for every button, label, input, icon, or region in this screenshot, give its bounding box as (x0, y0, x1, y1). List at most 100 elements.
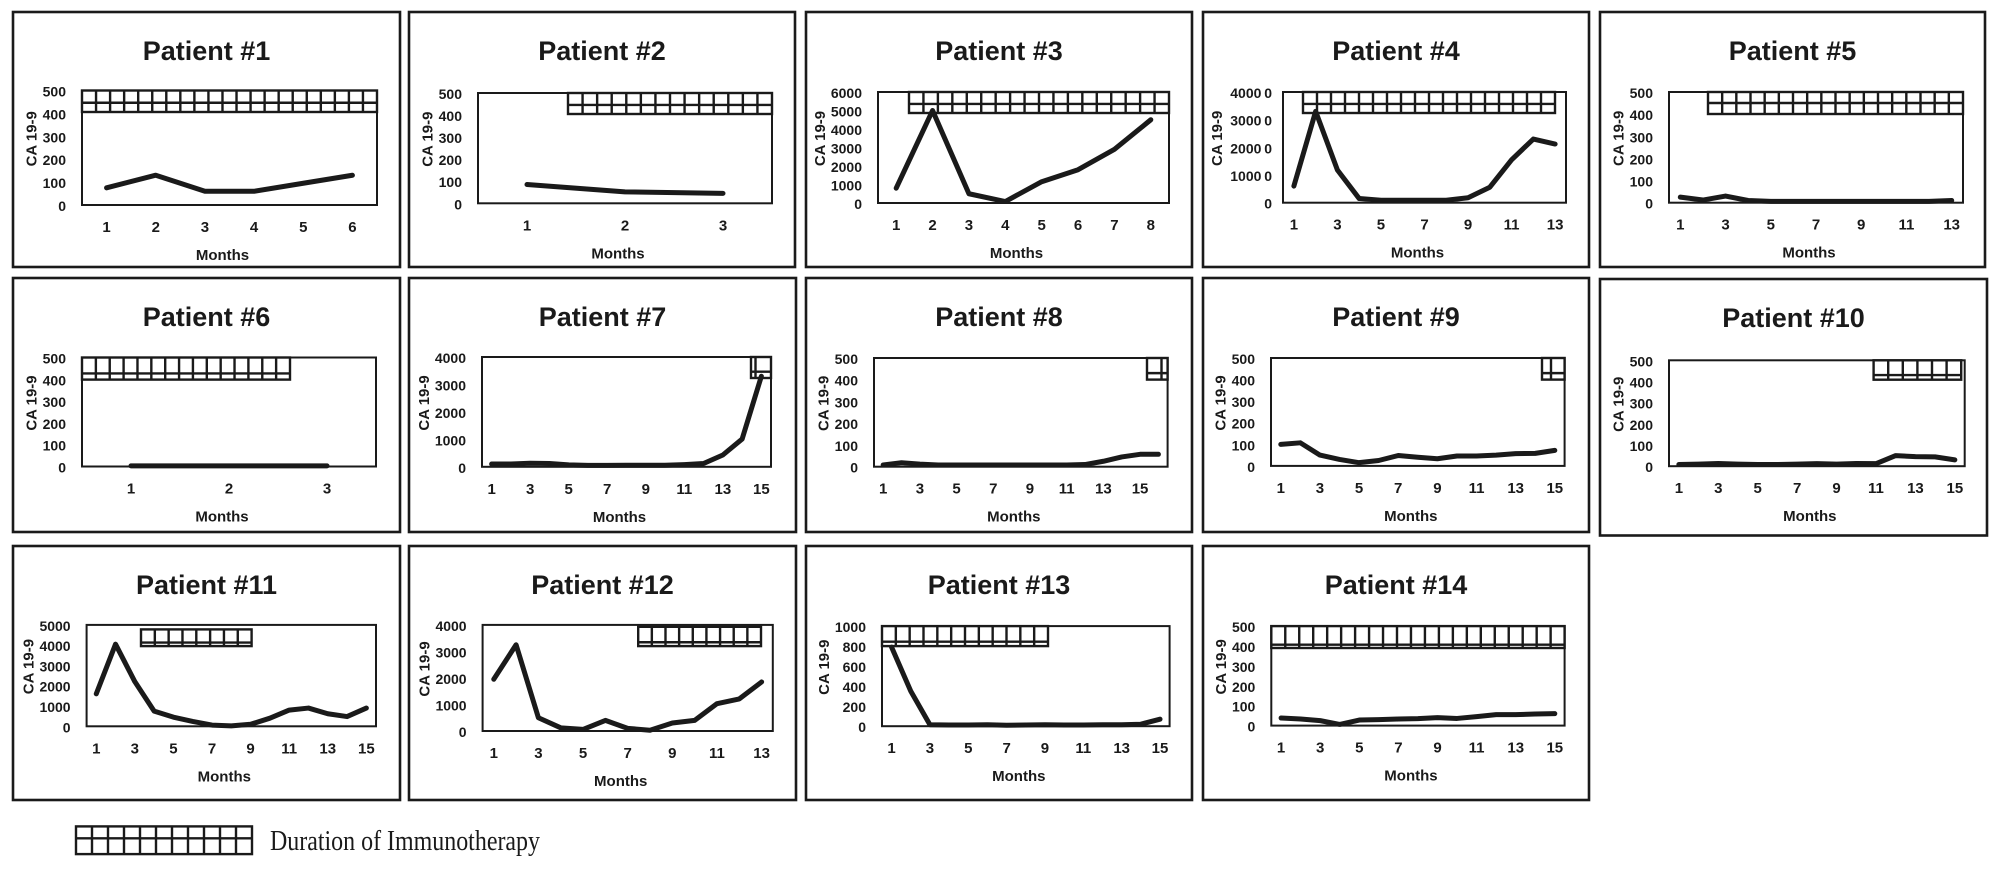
svg-text:Patient #3: Patient #3 (935, 36, 1063, 66)
svg-text:100: 100 (43, 438, 67, 454)
svg-text:CA 19-9: CA 19-9 (1213, 639, 1230, 694)
svg-text:11: 11 (676, 481, 692, 498)
svg-text:9: 9 (668, 745, 676, 762)
svg-text:13: 13 (714, 481, 731, 498)
svg-text:9: 9 (1832, 480, 1840, 497)
svg-text:9: 9 (246, 740, 254, 757)
svg-text:300: 300 (1630, 129, 1654, 145)
svg-text:1000: 1000 (835, 619, 866, 635)
svg-text:500: 500 (1232, 351, 1256, 367)
svg-text:3000: 3000 (831, 141, 862, 157)
svg-text:Patient #7: Patient #7 (539, 302, 667, 332)
svg-text:7: 7 (1793, 480, 1801, 497)
svg-text:5000: 5000 (831, 104, 862, 120)
svg-text:1: 1 (490, 745, 498, 762)
svg-text:CA 19-9: CA 19-9 (24, 111, 41, 166)
svg-text:11: 11 (1469, 480, 1485, 497)
svg-text:Months: Months (196, 247, 249, 264)
svg-text:9: 9 (1041, 740, 1049, 757)
svg-text:9: 9 (1464, 217, 1472, 234)
svg-text:1: 1 (1290, 217, 1298, 234)
svg-text:3: 3 (1714, 480, 1722, 497)
svg-text:13: 13 (1507, 740, 1524, 757)
svg-text:4000: 4000 (831, 122, 862, 138)
svg-text:Months: Months (987, 509, 1040, 526)
svg-text:Months: Months (198, 768, 251, 785)
svg-text:400: 400 (835, 373, 859, 389)
svg-text:13: 13 (1507, 480, 1524, 497)
svg-text:8: 8 (1147, 217, 1155, 234)
svg-text:500: 500 (1630, 85, 1654, 101)
svg-text:Patient #11: Patient #11 (136, 570, 277, 600)
svg-text:200: 200 (43, 152, 67, 168)
svg-text:1000: 1000 (435, 432, 466, 448)
svg-text:1: 1 (1277, 480, 1285, 497)
svg-text:Patient #9: Patient #9 (1332, 302, 1460, 332)
svg-text:300: 300 (439, 130, 463, 146)
svg-text:0: 0 (854, 196, 862, 212)
svg-text:Months: Months (990, 245, 1043, 262)
svg-text:400: 400 (1630, 374, 1654, 390)
svg-text:Months: Months (992, 768, 1045, 785)
svg-text:500: 500 (439, 86, 463, 102)
svg-text:100: 100 (1232, 437, 1256, 453)
svg-text:5: 5 (1377, 217, 1385, 234)
svg-text:CA 19-9: CA 19-9 (416, 641, 433, 696)
svg-text:15: 15 (1546, 740, 1563, 757)
svg-text:0: 0 (454, 196, 462, 212)
svg-text:2000: 2000 (831, 159, 862, 175)
svg-text:15: 15 (1946, 480, 1963, 497)
svg-text:CA 19-9: CA 19-9 (1611, 111, 1628, 166)
svg-text:300: 300 (1630, 396, 1654, 412)
svg-text:400: 400 (1232, 373, 1256, 389)
svg-text:Months: Months (593, 509, 646, 526)
svg-text:1000: 1000 (39, 699, 70, 715)
svg-text:200: 200 (1232, 679, 1256, 695)
svg-text:Months: Months (1783, 508, 1836, 525)
svg-text:1: 1 (879, 481, 887, 498)
svg-text:500: 500 (43, 351, 67, 367)
svg-text:300: 300 (43, 129, 67, 145)
svg-text:13: 13 (1547, 217, 1564, 234)
svg-text:9: 9 (1026, 481, 1034, 498)
svg-text:0: 0 (1645, 196, 1653, 212)
svg-text:Months: Months (594, 773, 647, 790)
svg-text:0: 0 (58, 198, 66, 214)
svg-text:11: 11 (709, 745, 725, 762)
svg-text:11: 11 (1504, 217, 1520, 234)
svg-text:5: 5 (952, 481, 960, 498)
svg-text:Months: Months (1782, 245, 1835, 262)
svg-text:13: 13 (1113, 740, 1130, 757)
svg-text:15: 15 (1132, 481, 1149, 498)
svg-text:7: 7 (1420, 217, 1428, 234)
svg-text:5: 5 (579, 745, 587, 762)
svg-text:200: 200 (843, 699, 867, 715)
svg-text:7: 7 (1110, 217, 1118, 234)
svg-text:7: 7 (989, 481, 997, 498)
svg-text:4: 4 (250, 219, 259, 236)
svg-text:CA 19-9: CA 19-9 (24, 375, 41, 430)
svg-text:6000: 6000 (831, 85, 862, 101)
svg-text:6: 6 (348, 219, 356, 236)
svg-text:7: 7 (1002, 740, 1010, 757)
svg-text:Patient #2: Patient #2 (538, 36, 666, 66)
svg-text:Patient #12: Patient #12 (531, 570, 674, 600)
svg-text:4000: 4000 (435, 350, 466, 366)
svg-text:6: 6 (1074, 217, 1082, 234)
svg-text:0: 0 (459, 724, 467, 740)
svg-text:15: 15 (1546, 480, 1563, 497)
svg-text:0: 0 (58, 460, 66, 476)
svg-text:7: 7 (1812, 217, 1820, 234)
svg-text:0: 0 (1247, 459, 1255, 475)
svg-text:200: 200 (1232, 416, 1256, 432)
svg-text:5: 5 (1754, 480, 1762, 497)
svg-text:5: 5 (169, 740, 177, 757)
svg-text:Months: Months (1384, 508, 1437, 525)
svg-text:7: 7 (603, 481, 611, 498)
svg-text:200: 200 (1630, 417, 1654, 433)
svg-text:300: 300 (43, 394, 67, 410)
svg-text:100: 100 (1630, 174, 1654, 190)
svg-text:13: 13 (319, 740, 336, 757)
svg-text:CA 19-9: CA 19-9 (812, 111, 829, 166)
svg-text:100: 100 (835, 438, 859, 454)
